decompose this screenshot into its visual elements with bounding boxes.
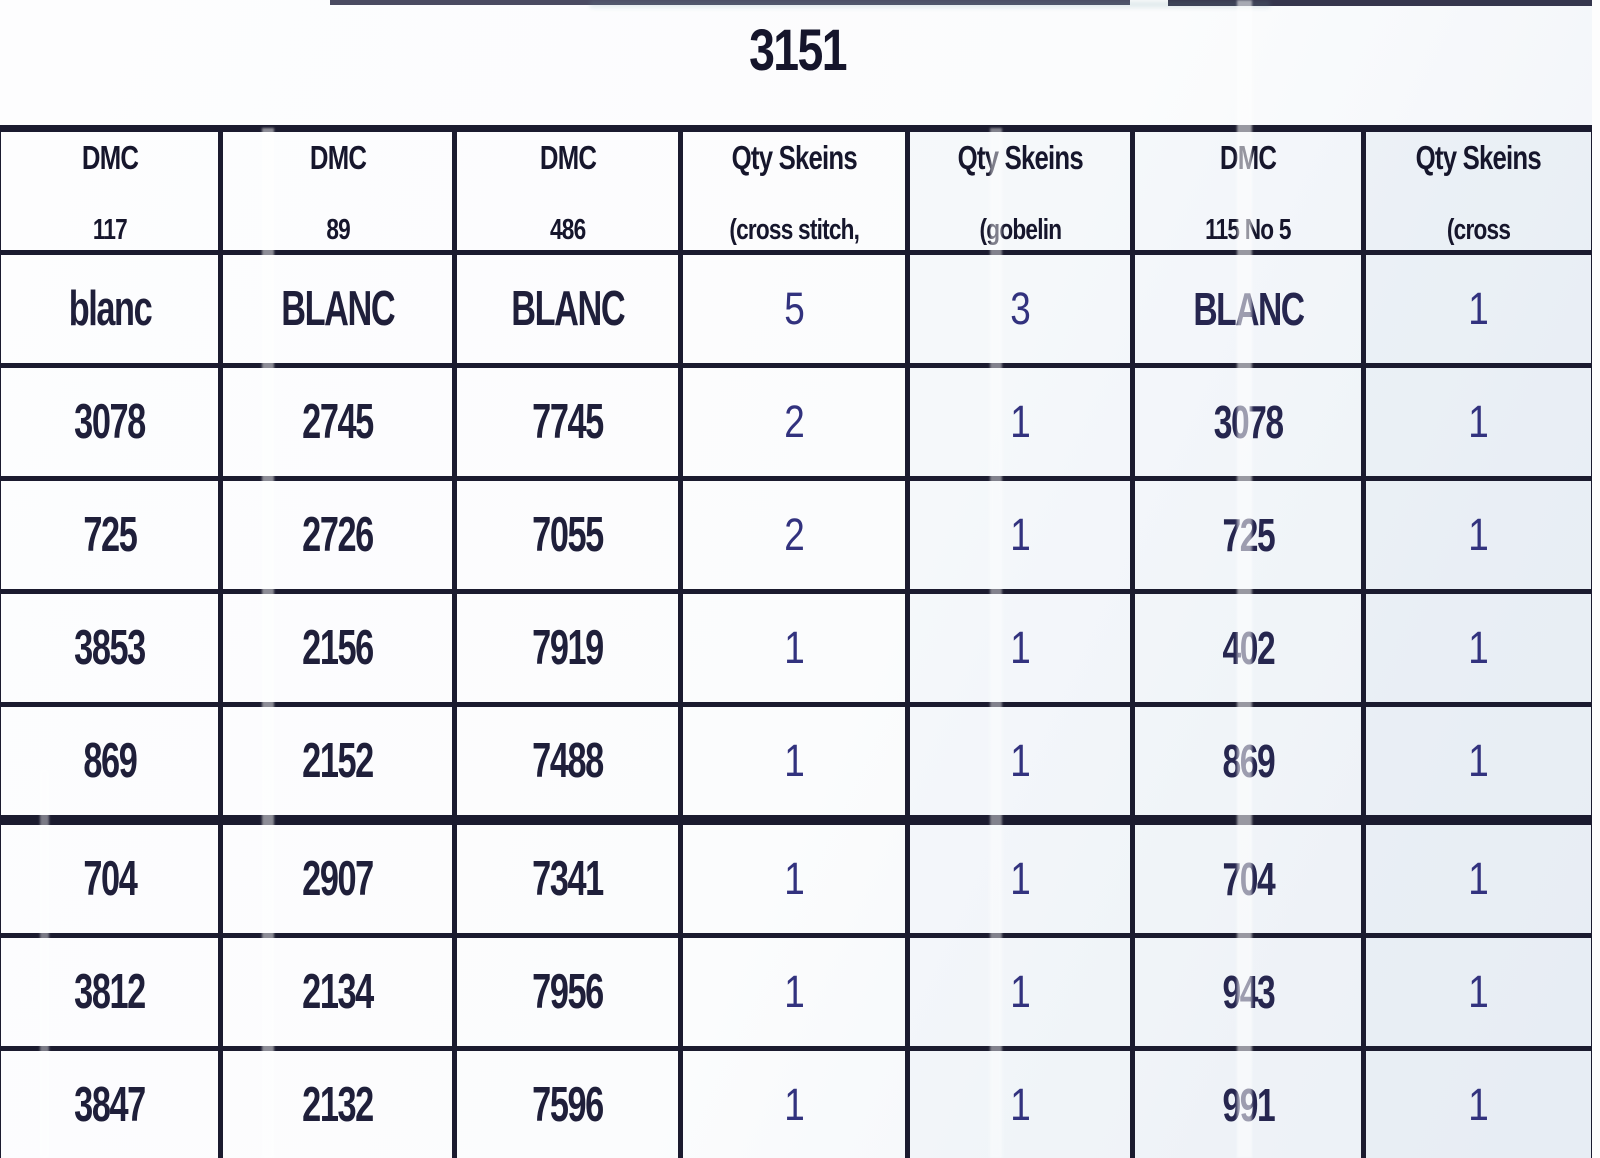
cell-qty-gobelin: 1 bbox=[905, 589, 1136, 707]
cell-dmc486: 7055 bbox=[452, 476, 684, 594]
header-line2: (gobelin bbox=[979, 214, 1062, 246]
cell-qty-cross: 1 bbox=[1361, 1046, 1596, 1158]
header-line2: (cross bbox=[1446, 214, 1511, 246]
header-line2: 117 bbox=[92, 214, 128, 246]
header-cell-dmc-115: DMC 115 No 5 bbox=[1130, 125, 1367, 255]
cell-dmc486: 7596 bbox=[452, 1046, 684, 1158]
table-row: 3812 2134 7956 1 1 943 1 bbox=[0, 933, 1596, 1051]
header-cell-dmc-117: DMC 117 bbox=[0, 125, 224, 255]
cell-qty-gobelin: 1 bbox=[905, 476, 1136, 594]
cell-dmc89: 2134 bbox=[218, 933, 458, 1051]
cell-dmc89: 2745 bbox=[218, 363, 458, 481]
cell-qty-gobelin: 1 bbox=[905, 817, 1136, 938]
cell-qty-cross-stitch: 1 bbox=[678, 933, 911, 1051]
cell-dmc115: 402 bbox=[1130, 589, 1367, 707]
header-line1: DMC bbox=[309, 139, 367, 176]
cell-dmc486: 7956 bbox=[452, 933, 684, 1051]
cell-dmc117: 725 bbox=[0, 476, 224, 594]
header-cell-dmc-486: DMC 486 bbox=[452, 125, 684, 255]
cell-dmc89: 2156 bbox=[218, 589, 458, 707]
cell-dmc89: 2152 bbox=[218, 702, 458, 825]
cell-dmc486: 7488 bbox=[452, 702, 684, 825]
cell-dmc115: 869 bbox=[1130, 702, 1367, 825]
cell-qty-cross: 1 bbox=[1361, 702, 1596, 825]
cell-dmc117: 704 bbox=[0, 817, 224, 938]
cell-dmc486: 7919 bbox=[452, 589, 684, 707]
page-title: 3151 bbox=[749, 18, 848, 83]
cell-dmc115: 704 bbox=[1130, 817, 1367, 938]
header-line2: 486 bbox=[550, 214, 586, 246]
cell-qty-gobelin: 1 bbox=[905, 933, 1136, 1051]
header-line1: Qty Skeins bbox=[1415, 139, 1542, 176]
header-cell-qty-gobelin: Qty Skeins (gobelin bbox=[905, 125, 1136, 255]
cell-qty-cross: 1 bbox=[1361, 476, 1596, 594]
cell-dmc115: 991 bbox=[1130, 1046, 1367, 1158]
table-row: 725 2726 7055 2 1 725 1 bbox=[0, 476, 1596, 594]
header-cell-qty-cross: Qty Skeins (cross bbox=[1361, 125, 1596, 255]
cell-dmc117: blanc bbox=[0, 250, 224, 368]
cell-qty-gobelin: 1 bbox=[905, 702, 1136, 825]
table-row: 3853 2156 7919 1 1 402 1 bbox=[0, 589, 1596, 707]
table-row: 3078 2745 7745 2 1 3078 1 bbox=[0, 363, 1596, 481]
cell-qty-cross: 1 bbox=[1361, 589, 1596, 707]
header-cell-dmc-89: DMC 89 bbox=[218, 125, 458, 255]
cell-qty-cross: 1 bbox=[1361, 933, 1596, 1051]
header-line2: (cross stitch, bbox=[729, 214, 860, 246]
cell-qty-cross-stitch: 1 bbox=[678, 589, 911, 707]
cell-qty-cross-stitch: 2 bbox=[678, 363, 911, 481]
cell-dmc117: 3078 bbox=[0, 363, 224, 481]
table-row: 869 2152 7488 1 1 869 1 bbox=[0, 702, 1596, 825]
header-cell-qty-cross-stitch: Qty Skeins (cross stitch, bbox=[678, 125, 911, 255]
scan-edge-artifact bbox=[1168, 0, 1600, 6]
cell-dmc89: 2907 bbox=[218, 817, 458, 938]
cell-dmc115: 3078 bbox=[1130, 363, 1367, 481]
cell-dmc89: BLANC bbox=[218, 250, 458, 368]
cell-dmc486: 7745 bbox=[452, 363, 684, 481]
cell-qty-cross-stitch: 2 bbox=[678, 476, 911, 594]
header-line1: DMC bbox=[81, 139, 139, 176]
cell-qty-cross-stitch: 1 bbox=[678, 702, 911, 825]
cell-qty-gobelin: 3 bbox=[905, 250, 1136, 368]
cell-dmc486: 7341 bbox=[452, 817, 684, 938]
header-line1: Qty Skeins bbox=[731, 139, 858, 176]
cell-qty-cross: 1 bbox=[1361, 250, 1596, 368]
header-line1: DMC bbox=[539, 139, 597, 176]
cell-qty-gobelin: 1 bbox=[905, 363, 1136, 481]
table-header-row: DMC 117 DMC 89 DMC 486 Qty Skeins (cross sti… bbox=[0, 125, 1596, 255]
page-right-margin bbox=[1592, 0, 1600, 1158]
table-row: blanc BLANC BLANC 5 3 BLANC 1 bbox=[0, 250, 1596, 368]
cell-dmc486: BLANC bbox=[452, 250, 684, 368]
scan-edge-artifact bbox=[330, 0, 1130, 5]
header-line1: DMC bbox=[1220, 139, 1277, 176]
header-line1: Qty Skeins bbox=[957, 139, 1084, 176]
cell-qty-cross-stitch: 1 bbox=[678, 817, 911, 938]
cell-dmc117: 3853 bbox=[0, 589, 224, 707]
cell-dmc117: 3847 bbox=[0, 1046, 224, 1158]
cell-dmc89: 2132 bbox=[218, 1046, 458, 1158]
cell-dmc117: 869 bbox=[0, 702, 224, 825]
cell-dmc115: 725 bbox=[1130, 476, 1367, 594]
cell-qty-cross-stitch: 1 bbox=[678, 1046, 911, 1158]
cell-dmc117: 3812 bbox=[0, 933, 224, 1051]
table-row: 704 2907 7341 1 1 704 1 bbox=[0, 817, 1596, 938]
cell-qty-gobelin: 1 bbox=[905, 1046, 1136, 1158]
cell-qty-cross: 1 bbox=[1361, 363, 1596, 481]
scan-smudge-artifact bbox=[590, 1, 1270, 8]
header-line2: 89 bbox=[325, 214, 350, 246]
cell-qty-cross-stitch: 5 bbox=[678, 250, 911, 368]
thread-conversion-table: DMC 117 DMC 89 DMC 486 Qty Skeins (cross sti… bbox=[0, 125, 1596, 1158]
cell-dmc115: 943 bbox=[1130, 933, 1367, 1051]
cell-dmc89: 2726 bbox=[218, 476, 458, 594]
cell-dmc115: BLANC bbox=[1130, 250, 1367, 368]
header-line2: 115 No 5 bbox=[1205, 214, 1291, 246]
table-row: 3847 2132 7596 1 1 991 1 bbox=[0, 1046, 1596, 1158]
cell-qty-cross: 1 bbox=[1361, 817, 1596, 938]
